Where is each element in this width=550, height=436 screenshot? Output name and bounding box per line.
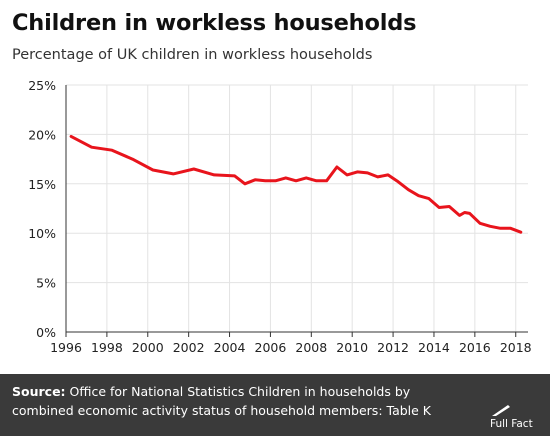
x-tick-label: 2012: [377, 340, 409, 355]
y-tick-label: 25%: [28, 78, 56, 93]
y-tick-label: 15%: [28, 177, 56, 192]
footer: Source: Office for National Statistics C…: [0, 374, 550, 436]
source-note: Source: Office for National Statistics C…: [12, 382, 472, 420]
x-tick-label: 2008: [295, 340, 327, 355]
x-tick-label: 1996: [50, 340, 82, 355]
x-tick-label: 2016: [459, 340, 491, 355]
x-tick-label: 2006: [255, 340, 287, 355]
series-line: [69, 134, 523, 234]
y-tick-label: 10%: [28, 226, 56, 241]
x-tick-label: 2000: [132, 340, 164, 355]
x-tick-label: 1998: [91, 340, 123, 355]
y-tick-label: 0%: [36, 325, 56, 340]
line-chart: 0% 5% 10% 15% 20% 25% 1996 1998 2000 2002 2004 2006…: [28, 78, 532, 355]
full-fact-logo-icon: Full Fact: [490, 405, 533, 430]
y-tick-label: 5%: [36, 276, 56, 291]
x-tick-label: 2014: [418, 340, 450, 355]
x-tick-label: 2010: [336, 340, 368, 355]
y-tick-label: 20%: [28, 127, 56, 142]
chart-subtitle: Percentage of UK children in workless ho…: [12, 47, 373, 63]
source-label: Source:: [12, 384, 66, 399]
chart-title: Children in workless households: [12, 10, 417, 36]
x-tick-label: 2004: [214, 340, 246, 355]
logo-text: Full Fact: [490, 418, 533, 430]
x-tick-label: 2018: [500, 340, 532, 355]
x-tick-label: 2002: [173, 340, 205, 355]
source-text: Office for National Statistics Children …: [12, 384, 432, 418]
